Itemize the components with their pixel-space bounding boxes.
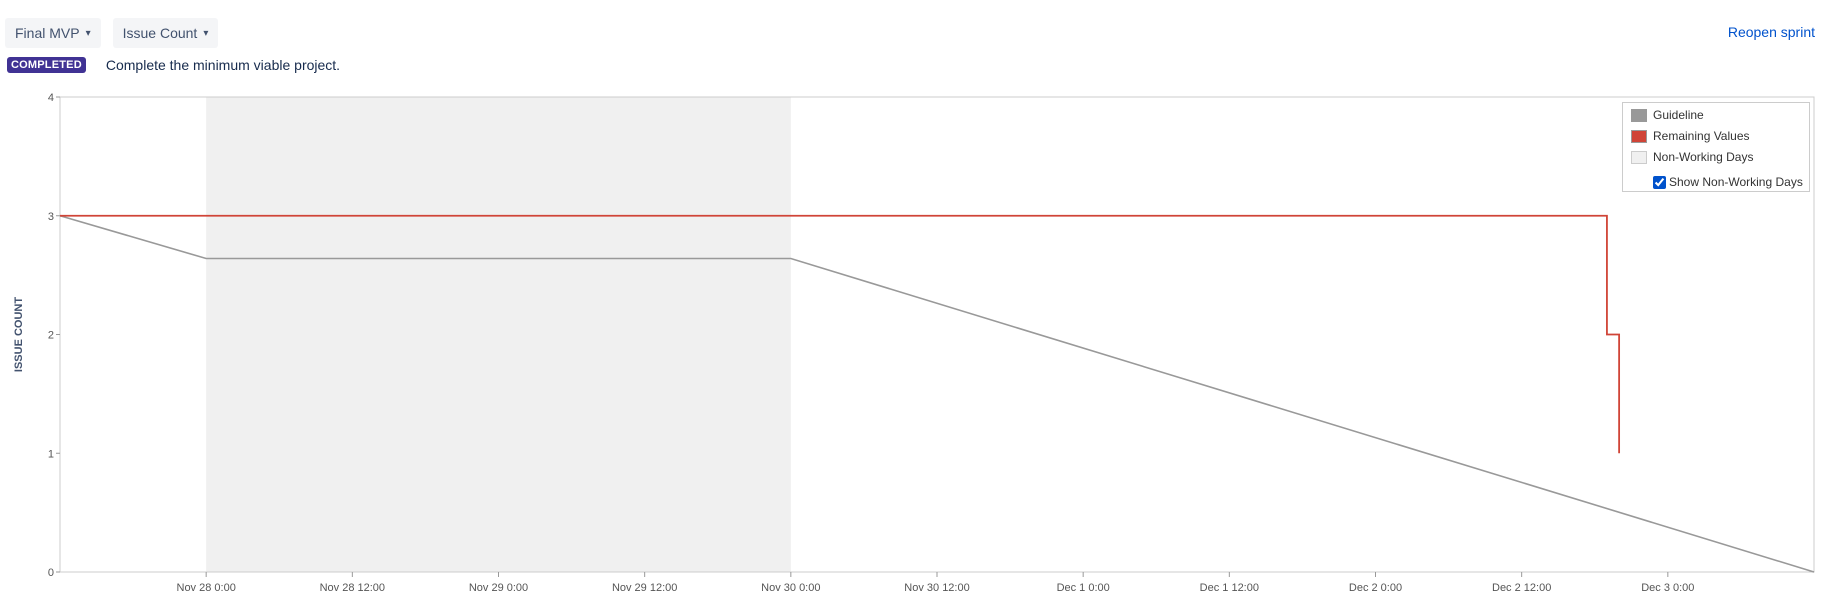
x-tick-label: Nov 28 12:00 xyxy=(320,582,385,594)
toolbar: Final MVP ▾ Issue Count ▾ xyxy=(5,18,219,48)
x-tick-label: Dec 2 12:00 xyxy=(1492,582,1551,594)
legend-item-non-working: Non-Working Days xyxy=(1631,150,1753,164)
remaining-swatch xyxy=(1631,129,1647,143)
metric-select[interactable]: Issue Count ▾ xyxy=(112,18,219,48)
non-working-swatch xyxy=(1631,150,1647,164)
x-tick-label: Dec 2 0:00 xyxy=(1349,582,1402,594)
remaining-values-line xyxy=(60,214,1621,454)
sprint-goal: Complete the minimum viable project. xyxy=(105,57,341,73)
reopen-sprint-link[interactable]: Reopen sprint xyxy=(1727,24,1815,40)
legend-label-remaining: Remaining Values xyxy=(1653,129,1750,143)
x-tick-label: Nov 30 12:00 xyxy=(904,582,969,594)
x-tick-label: Nov 29 0:00 xyxy=(469,582,528,594)
show-non-working-label: Show Non-Working Days xyxy=(1669,175,1803,189)
chevron-down-icon: ▾ xyxy=(85,27,91,39)
metric-select-label: Issue Count xyxy=(122,25,198,41)
y-tick-label: 2 xyxy=(48,330,54,342)
show-non-working-checkbox[interactable] xyxy=(1653,175,1666,189)
sprint-select-label: Final MVP xyxy=(15,25,80,41)
y-tick-label: 1 xyxy=(48,448,54,460)
legend-label-guideline: Guideline xyxy=(1653,108,1704,122)
x-tick-label: Nov 28 0:00 xyxy=(177,582,236,594)
sprint-select[interactable]: Final MVP ▾ xyxy=(5,18,101,48)
chart-legend: Guideline Remaining Values Non-Working D… xyxy=(1622,102,1810,192)
legend-label-non-working: Non-Working Days xyxy=(1653,150,1754,164)
y-tick-label: 0 xyxy=(48,567,54,579)
legend-item-remaining: Remaining Values xyxy=(1631,129,1750,143)
guideline-swatch xyxy=(1631,108,1647,122)
sprint-status: COMPLETED Complete the minimum viable pr… xyxy=(7,57,340,73)
x-tick-label: Dec 3 0:00 xyxy=(1641,582,1694,594)
x-tick-label: Nov 30 0:00 xyxy=(761,582,820,594)
non-working-band xyxy=(206,97,791,572)
y-tick-label: 4 xyxy=(48,92,54,104)
chevron-down-icon: ▾ xyxy=(203,27,209,39)
show-non-working-toggle[interactable]: Show Non-Working Days xyxy=(1653,175,1803,189)
y-tick-label: 3 xyxy=(48,211,54,223)
legend-item-guideline: Guideline xyxy=(1631,108,1704,122)
y-axis-label: ISSUE COUNT xyxy=(13,297,25,372)
guideline-line xyxy=(59,214,1815,573)
x-tick-label: Dec 1 12:00 xyxy=(1200,582,1259,594)
x-tick-label: Nov 29 12:00 xyxy=(612,582,677,594)
x-tick-label: Dec 1 0:00 xyxy=(1057,582,1110,594)
status-badge: COMPLETED xyxy=(7,57,86,73)
